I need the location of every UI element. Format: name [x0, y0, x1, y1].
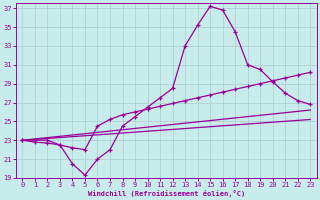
- X-axis label: Windchill (Refroidissement éolien,°C): Windchill (Refroidissement éolien,°C): [88, 190, 245, 197]
